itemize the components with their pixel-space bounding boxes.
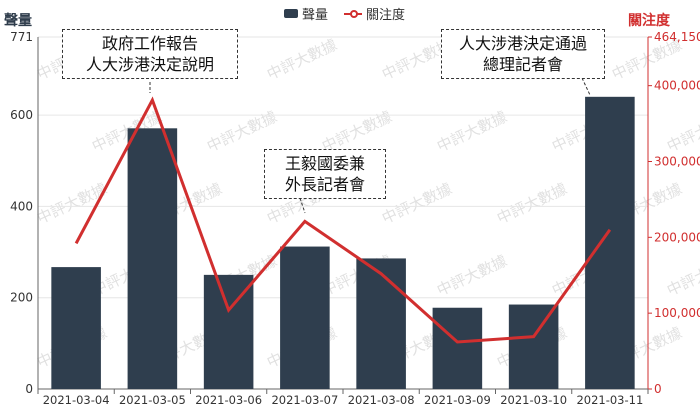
legend-bar-label: 聲量 <box>302 8 329 23</box>
legend-item-volume[interactable]: 聲量 <box>284 4 328 23</box>
callout-line: 人大涉港決定說明 <box>85 55 214 74</box>
right-tick-label: 100,000 <box>654 306 700 320</box>
x-tick-label: 2021-03-07 <box>271 393 338 407</box>
left-tick-label: 400 <box>10 199 33 213</box>
x-tick-label: 2021-03-11 <box>576 393 643 407</box>
legend-bar-swatch <box>284 9 298 18</box>
callout-line: 政府工作報告 <box>101 34 198 53</box>
bar-2021-03-07 <box>280 246 330 389</box>
legend-line-label: 關注度 <box>366 8 406 23</box>
watermark-text: 中評大數據 <box>264 36 340 84</box>
callout-2021-03-05: 政府工作報告 人大涉港決定說明 <box>62 29 238 79</box>
callout-line: 總理記者會 <box>482 55 563 74</box>
callout-2021-03-07: 王毅國委兼 外長記者會 <box>264 149 386 199</box>
legend-line-swatch <box>344 9 363 19</box>
left-axis-title: 聲量 <box>4 13 32 29</box>
watermark-text: 中評大數據 <box>664 252 700 300</box>
callout-line: 外長記者會 <box>284 175 365 194</box>
x-tick-label: 2021-03-09 <box>424 393 491 407</box>
bar-2021-03-08 <box>356 258 406 389</box>
right-tick-label: 464,150 <box>654 30 700 44</box>
callout-line: 王毅國委兼 <box>284 154 365 173</box>
right-tick-label: 400,000 <box>654 79 700 93</box>
left-tick-label: 0 <box>25 382 33 396</box>
right-tick-label: 200,000 <box>654 230 700 244</box>
watermark-text: 中評大數據 <box>664 108 700 156</box>
left-tick-label: 600 <box>10 108 33 122</box>
callout-line: 人大涉港決定通過 <box>458 34 587 53</box>
x-tick-label: 2021-03-10 <box>500 393 567 407</box>
watermark-text: 中評大數據 <box>494 180 570 228</box>
right-axis-title: 關注度 <box>628 13 670 29</box>
legend-item-attention[interactable]: 關注度 <box>344 4 405 23</box>
bar-2021-03-04 <box>51 267 101 389</box>
watermark-text: 中評大數據 <box>379 180 455 228</box>
bar-2021-03-09 <box>432 307 483 389</box>
callout-pointer <box>299 197 306 214</box>
callout-pointer <box>581 77 591 96</box>
attention-line <box>74 96 612 344</box>
bar-2021-03-06 <box>203 274 254 389</box>
bar-2021-03-11 <box>585 96 635 389</box>
x-tick-label: 2021-03-08 <box>348 393 415 407</box>
watermark-text: 中評大數據 <box>434 252 510 300</box>
x-tick-label: 2021-03-04 <box>43 393 110 407</box>
x-tick-label: 2021-03-06 <box>195 393 262 407</box>
left-tick-label: 200 <box>10 291 33 305</box>
right-tick-label: 300,000 <box>654 154 700 168</box>
right-tick-label: 0 <box>654 382 662 396</box>
bar-2021-03-05 <box>127 128 178 389</box>
bar-2021-03-10 <box>508 304 559 389</box>
left-tick-label: 771 <box>10 30 33 44</box>
x-tick-label: 2021-03-05 <box>119 393 186 407</box>
legend: 聲量 關注度 <box>284 4 415 23</box>
callout-2021-03-11: 人大涉港決定通過 總理記者會 <box>441 29 605 79</box>
